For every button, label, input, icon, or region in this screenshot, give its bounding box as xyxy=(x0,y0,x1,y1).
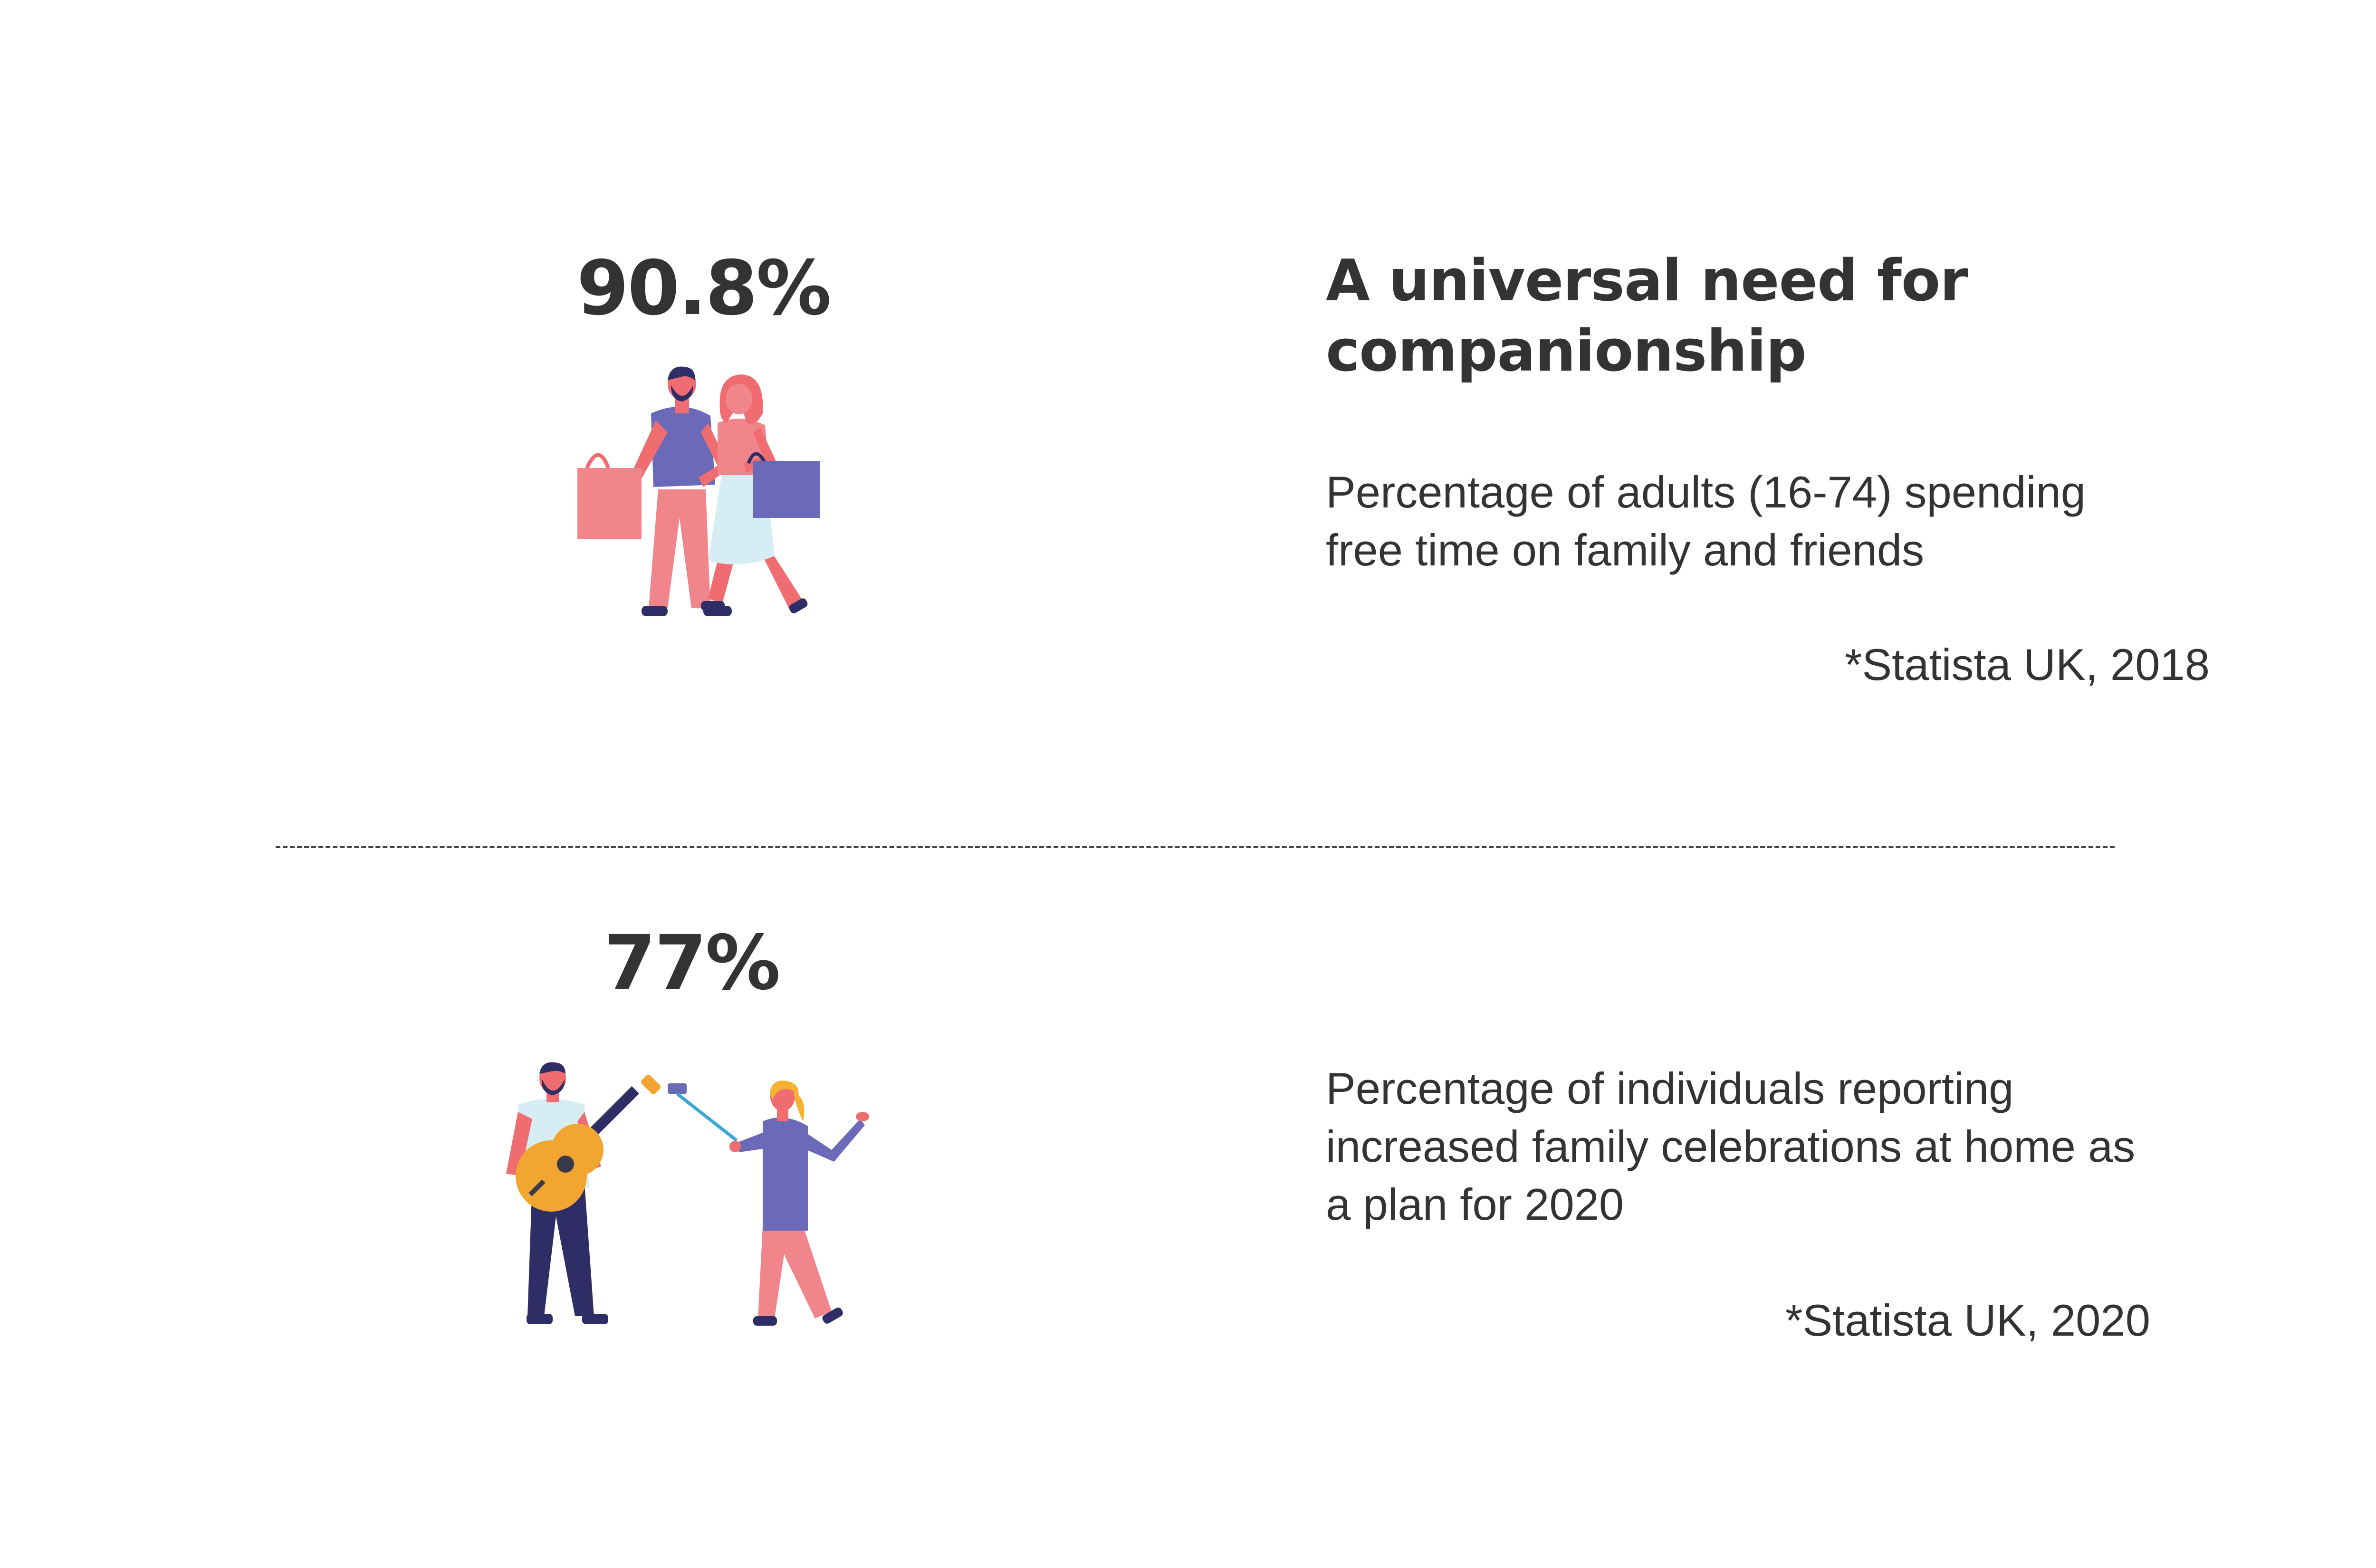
selfie-stick xyxy=(668,1083,738,1142)
source-citation-1: *Statista UK, 2018 xyxy=(1844,640,2210,689)
stat-value-1: 90.8% xyxy=(576,245,831,332)
shopping-bag-purple xyxy=(747,452,820,518)
stat-description-1: Percentage of adults (16-74) spending fr… xyxy=(1326,467,2086,575)
stat-value-2: 77% xyxy=(604,919,780,1007)
man-figure xyxy=(627,366,732,616)
selfie-woman-figure xyxy=(729,1080,869,1326)
source-citation-2: *Statista UK, 2020 xyxy=(1785,1295,2150,1345)
guitar-selfie-illustration xyxy=(499,1060,889,1345)
couple-shopping-illustration xyxy=(565,361,870,637)
section-divider xyxy=(276,846,2115,848)
guitar xyxy=(516,1074,661,1212)
stat-description-2: Percentage of individuals reporting incr… xyxy=(1326,1063,2136,1229)
headline: A universal need for companionship xyxy=(1326,248,1968,384)
shopping-bag-pink xyxy=(577,453,642,539)
